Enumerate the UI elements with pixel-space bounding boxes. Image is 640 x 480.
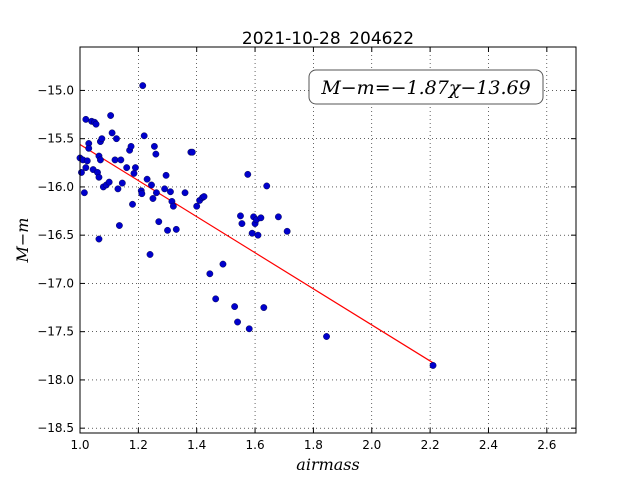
- data-point: [257, 214, 265, 222]
- data-point: [139, 82, 147, 90]
- data-point: [193, 202, 201, 210]
- x-tick-label: 2.0: [362, 438, 381, 452]
- y-tick-label: −18.5: [37, 421, 74, 435]
- data-point: [95, 235, 103, 243]
- x-tick-label: 1.4: [187, 438, 206, 452]
- data-point: [231, 303, 239, 310]
- data-point: [244, 170, 252, 178]
- data-point: [152, 150, 160, 158]
- data-point: [127, 142, 135, 150]
- data-point: [115, 222, 123, 229]
- data-point: [118, 179, 126, 187]
- data-point: [254, 231, 262, 239]
- data-point: [114, 185, 122, 193]
- data-point: [80, 189, 88, 197]
- data-point: [274, 213, 282, 221]
- y-tick-label: −17.0: [37, 276, 74, 290]
- y-tick-label: −15.5: [37, 132, 74, 146]
- data-points: [76, 82, 437, 369]
- data-point: [212, 295, 220, 303]
- equation-text: M−m=−1.87χ−13.69: [320, 77, 530, 99]
- data-point: [149, 195, 157, 202]
- data-point: [169, 202, 177, 210]
- x-tick-label: 1.6: [246, 438, 265, 452]
- data-point: [132, 164, 139, 172]
- data-point: [113, 135, 120, 143]
- data-point: [429, 362, 437, 369]
- chart-title: 2021-10-28_204622: [242, 29, 414, 49]
- data-point: [143, 175, 151, 183]
- data-point: [188, 148, 196, 156]
- x-tick-label: 1.8: [304, 438, 323, 452]
- data-point: [105, 178, 113, 186]
- data-point: [164, 226, 171, 234]
- data-point: [97, 156, 104, 164]
- data-point: [234, 318, 241, 326]
- data-point: [206, 270, 214, 278]
- data-point: [167, 188, 174, 196]
- y-tick-label: −18.0: [37, 373, 74, 387]
- data-point: [85, 144, 93, 152]
- data-point: [237, 212, 244, 220]
- data-point: [200, 193, 208, 200]
- x-tick-label: 2.2: [421, 438, 440, 452]
- data-point: [323, 333, 330, 340]
- y-axis-label: M−m: [13, 218, 32, 264]
- x-tick-label: 1.2: [129, 438, 148, 452]
- data-point: [238, 220, 246, 227]
- y-tick-label: −15.0: [37, 83, 74, 97]
- data-point: [150, 142, 158, 150]
- x-tick-labels: 1.0 1.2 1.4 1.6 1.8 2.0 2.2 2.4 2.6: [70, 438, 556, 452]
- data-point: [82, 115, 90, 123]
- data-point: [153, 189, 160, 197]
- equation-box: [308, 69, 544, 105]
- data-point: [92, 120, 100, 128]
- data-point: [148, 181, 155, 189]
- data-point: [219, 260, 227, 268]
- equation-annotation: M−m=−1.87χ−13.69: [308, 69, 544, 105]
- data-point: [260, 304, 268, 311]
- data-point: [95, 173, 103, 181]
- data-point: [107, 112, 115, 119]
- x-axis-label: airmass: [296, 455, 359, 474]
- data-point: [111, 156, 119, 164]
- data-point: [283, 227, 291, 235]
- data-point: [162, 171, 170, 179]
- x-tick-label: 1.0: [70, 438, 89, 452]
- fit-line: [79, 143, 434, 364]
- data-point: [248, 229, 256, 237]
- data-point: [83, 157, 91, 165]
- data-point: [263, 182, 271, 190]
- data-point: [129, 200, 136, 208]
- data-point: [146, 251, 154, 258]
- data-point: [108, 129, 116, 137]
- data-point: [98, 135, 106, 143]
- data-point: [245, 325, 253, 333]
- data-point: [140, 132, 148, 140]
- data-point: [123, 164, 131, 172]
- fit-line-group: [79, 143, 434, 364]
- plot-frame: [79, 46, 577, 434]
- x-tick-label: 2.6: [537, 438, 556, 452]
- axis-ticks: [79, 47, 576, 433]
- data-point: [130, 170, 138, 177]
- x-tick-label: 2.4: [479, 438, 498, 452]
- data-point: [181, 189, 189, 197]
- data-point: [161, 185, 169, 193]
- y-tick-labels: −15.0 −15.5 −16.0 −16.5 −17.0 −17.5 −18.0 −18.5: [37, 83, 74, 435]
- y-tick-label: −16.5: [37, 228, 74, 242]
- y-tick-label: −16.0: [37, 180, 74, 194]
- data-point: [172, 225, 180, 233]
- data-point: [138, 190, 146, 198]
- data-point: [117, 156, 125, 164]
- data-point: [82, 164, 90, 172]
- data-point: [155, 218, 163, 226]
- y-tick-label: −17.5: [37, 325, 74, 339]
- plot-area: [80, 47, 576, 433]
